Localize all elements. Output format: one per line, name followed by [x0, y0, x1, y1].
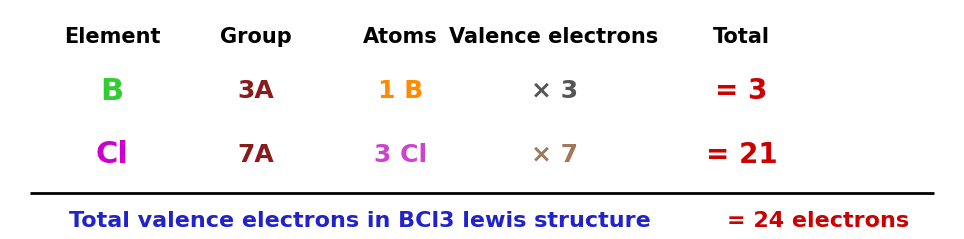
Text: B: B	[100, 77, 123, 106]
Text: Element: Element	[64, 27, 160, 47]
Text: 1 B: 1 B	[378, 79, 423, 103]
Text: Valence electrons: Valence electrons	[449, 27, 658, 47]
Text: × 3: × 3	[530, 79, 577, 103]
Text: = 21: = 21	[706, 141, 777, 169]
Text: 7A: 7A	[238, 143, 275, 167]
Text: × 7: × 7	[530, 143, 577, 167]
Text: Cl: Cl	[95, 141, 128, 169]
Text: Atoms: Atoms	[362, 27, 438, 47]
Text: 3 Cl: 3 Cl	[374, 143, 427, 167]
Text: Group: Group	[220, 27, 292, 47]
Text: = 24 electrons: = 24 electrons	[727, 211, 909, 231]
Text: Total: Total	[713, 27, 770, 47]
Text: Total valence electrons in BCl3 lewis structure: Total valence electrons in BCl3 lewis st…	[68, 211, 651, 231]
Text: = 3: = 3	[715, 77, 767, 105]
Text: 3A: 3A	[238, 79, 275, 103]
